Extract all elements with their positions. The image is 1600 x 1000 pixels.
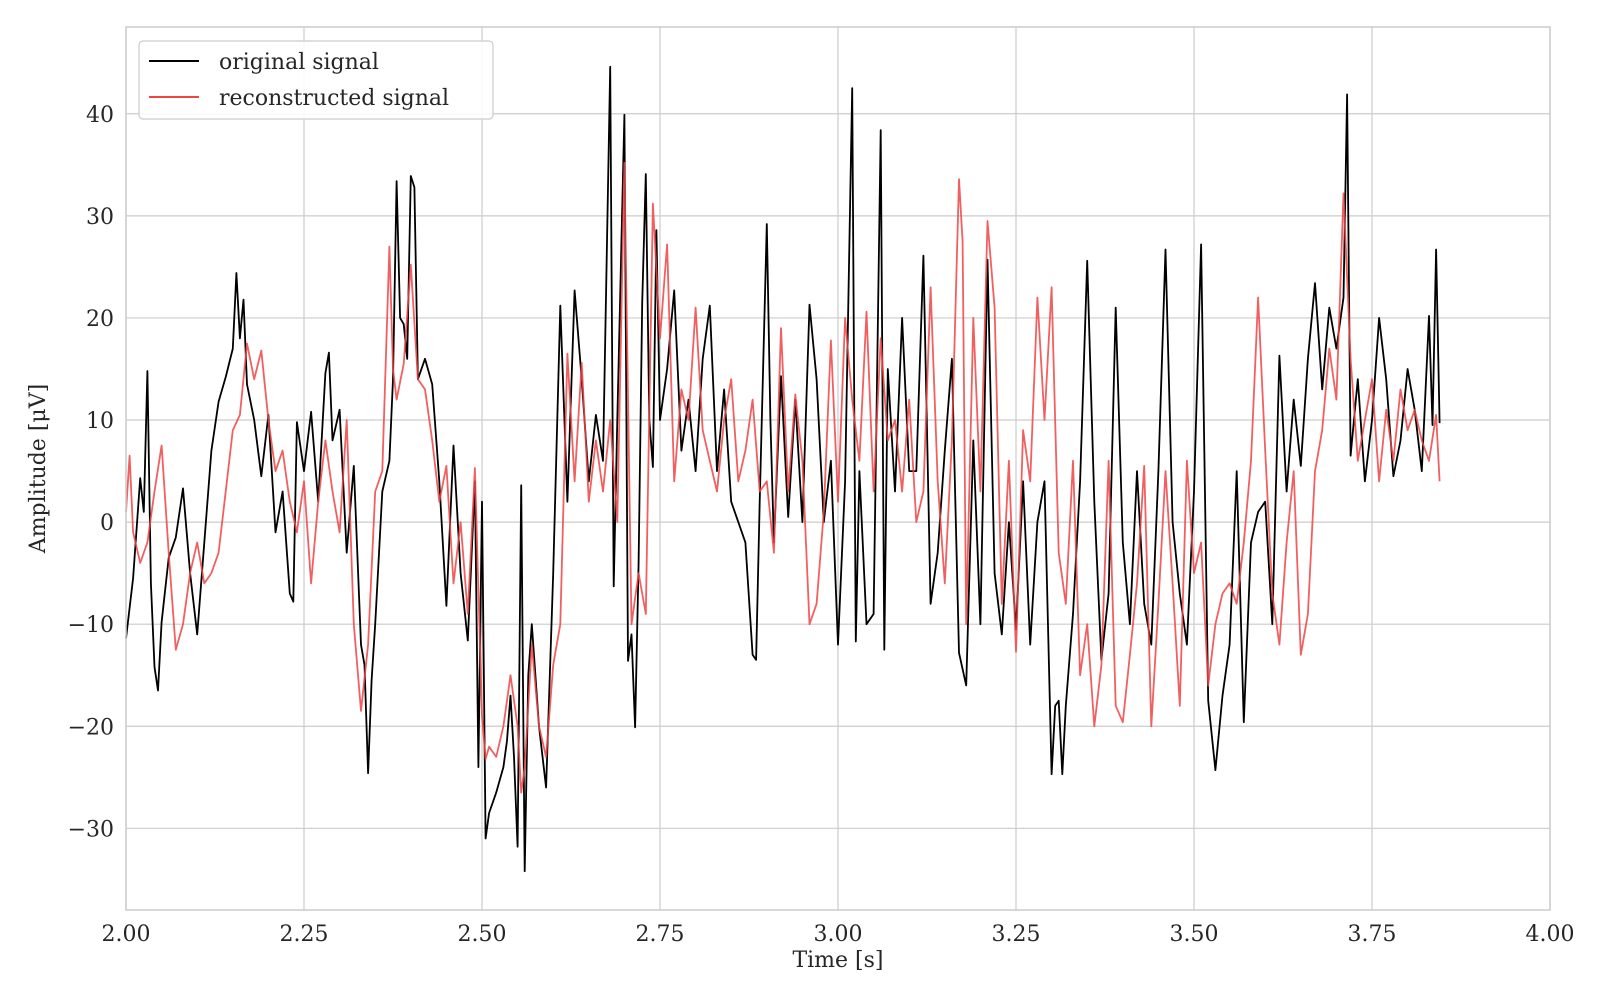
x-tick-label: 2.25: [280, 922, 329, 947]
x-tick-label: 2.75: [636, 922, 685, 947]
y-tick-label: 40: [86, 103, 114, 128]
x-tick-label: 4.00: [1526, 922, 1575, 947]
legend-box: [138, 40, 494, 120]
x-tick-label: 3.75: [1348, 922, 1397, 947]
plot-frame: [125, 26, 1551, 911]
legend-label-original: original signal: [219, 50, 379, 75]
y-tick-label: −30: [68, 817, 114, 842]
legend: original signal reconstructed signal: [138, 40, 494, 120]
x-axis-label: Time [s]: [792, 948, 883, 973]
y-axis: −30 −20 −10 0 10 20 30 40: [68, 103, 114, 843]
x-tick-label: 3.25: [992, 922, 1041, 947]
y-tick-label: −20: [68, 715, 114, 740]
plot-area: [125, 65, 1441, 873]
x-tick-label: 2.00: [102, 922, 151, 947]
x-tick-label: 2.50: [458, 922, 507, 947]
y-tick-label: 20: [86, 307, 114, 332]
y-axis-label: Amplitude [μV]: [26, 384, 51, 554]
series-line-reconstructed: [125, 161, 1441, 794]
y-tick-label: 30: [86, 205, 114, 230]
y-tick-label: 10: [86, 409, 114, 434]
legend-label-reconstructed: reconstructed signal: [219, 86, 449, 111]
x-axis: 2.00 2.25 2.50 2.75 3.00 3.25 3.50 3.75 4.00: [102, 922, 1575, 947]
series-line-original: [125, 65, 1441, 873]
x-tick-label: 3.00: [814, 922, 863, 947]
y-tick-label: −10: [68, 613, 114, 638]
y-tick-label: 0: [100, 511, 114, 536]
x-tick-label: 3.50: [1170, 922, 1219, 947]
